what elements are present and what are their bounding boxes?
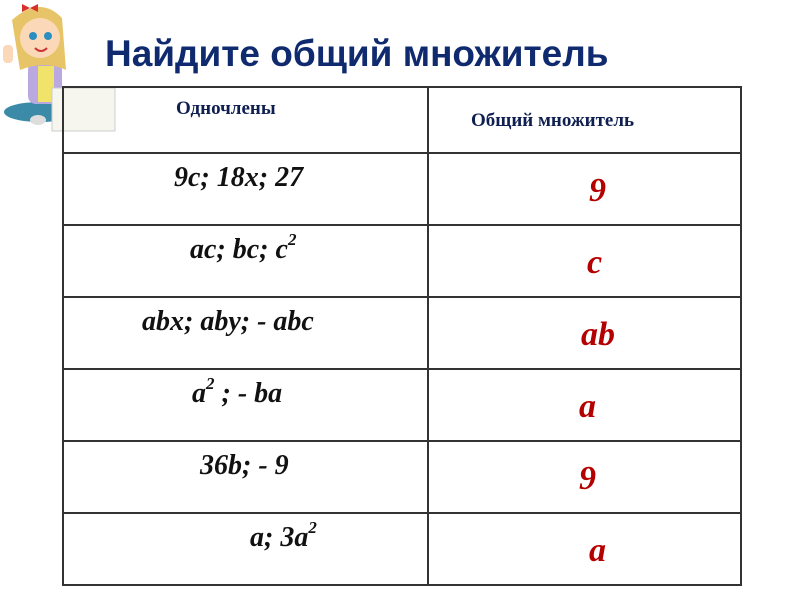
table-header-row: Одночлены Общий множитель <box>62 86 742 154</box>
table-row: 9c; 18x; 27 9 <box>62 152 742 226</box>
common-factor-cell: ab <box>581 316 615 353</box>
monomials-cell: 36b; - 9 <box>64 442 427 482</box>
common-factor-cell: a <box>589 532 606 569</box>
exponent: 2 <box>287 230 297 249</box>
table-row: abx; aby; - abc ab <box>62 296 742 370</box>
factor-table: Одночлены Общий множитель 9c; 18x; 27 9 ac… <box>62 86 742 586</box>
monomials-cell: a; 3a2 <box>64 514 427 554</box>
common-factor-cell: 9 <box>579 460 596 497</box>
expression-text: a; 3a <box>250 522 309 553</box>
header-monomials: Одночлены <box>176 98 276 119</box>
common-factor-cell: a <box>579 388 596 425</box>
monomials-cell: ac; bc; c2 <box>64 226 427 266</box>
monomials-cell: a2 ; - ba <box>64 370 427 410</box>
table-row: ac; bc; c2 c <box>62 224 742 298</box>
expression-text: a <box>192 378 206 409</box>
exponent: 2 <box>308 518 317 537</box>
table-row: a; 3a2 a <box>62 512 742 586</box>
expression-text: abx; aby; - abc <box>142 306 314 337</box>
exponent: 2 <box>206 374 215 393</box>
table-row: 36b; - 9 9 <box>62 440 742 514</box>
page-title: Найдите общий множитель <box>105 33 609 74</box>
expression-text: 36b; - 9 <box>200 450 289 481</box>
monomials-cell: abx; aby; - abc <box>64 298 427 338</box>
expression-text: ac; bc; c <box>190 234 288 265</box>
header-common-factor: Общий множитель <box>471 110 635 131</box>
table-row: a2 ; - ba a <box>62 368 742 442</box>
monomials-cell: 9c; 18x; 27 <box>64 154 427 194</box>
expression-text: ; - ba <box>214 378 283 409</box>
common-factor-cell: 9 <box>589 172 606 209</box>
common-factor-cell: c <box>587 244 603 281</box>
expression-text: 9c; 18x; 27 <box>174 162 304 193</box>
